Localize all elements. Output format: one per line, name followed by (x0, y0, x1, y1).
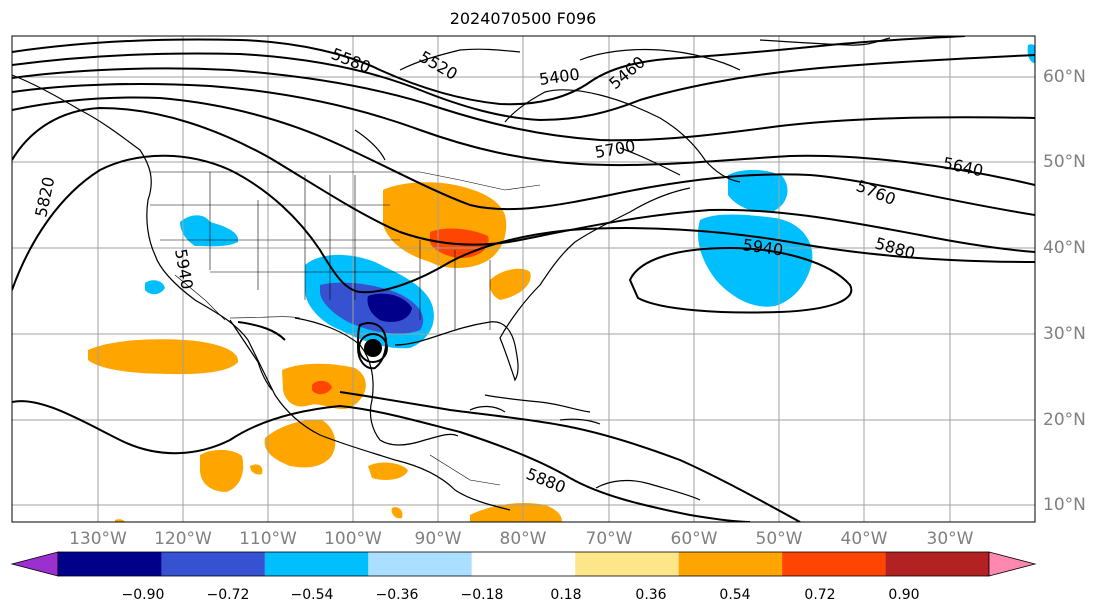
longitude-label: 120°W (154, 529, 212, 549)
colorbar-extend-low (10, 551, 59, 577)
colorbar-tick-label: −0.36 (375, 587, 419, 603)
longitude-label: 110°W (239, 529, 297, 549)
colorbar-tick-label: 0.18 (550, 587, 582, 603)
longitude-label: 100°W (324, 529, 382, 549)
colorbar-segment (368, 552, 472, 576)
colorbar-segment (58, 552, 162, 576)
colorbar-extend-high (988, 551, 1037, 577)
colorbar-tick-label: 0.54 (719, 587, 751, 603)
colorbar-tick-label: −0.54 (290, 587, 334, 603)
latitude-label: 30°N (1043, 324, 1086, 344)
map-plot-area: 5580 5520 5400 5460 5700 5640 5760 5880 … (12, 36, 1035, 522)
longitude-label: 130°W (69, 529, 127, 549)
longitude-label: 50°W (755, 529, 803, 549)
longitude-label: 90°W (414, 529, 462, 549)
colorbar-segment (678, 552, 783, 576)
colorbar-tick-label: −0.72 (206, 587, 250, 603)
colorbar-tick-label: 0.72 (804, 587, 836, 603)
colorbar-tick-label: −0.18 (460, 587, 504, 603)
longitude-label: 40°W (840, 529, 888, 549)
height-contours (12, 36, 1035, 522)
colorbar-segment (471, 552, 576, 576)
colorbar-tick-label: 0.90 (888, 587, 920, 603)
latitude-label: 50°N (1043, 152, 1086, 172)
latitude-label: 10°N (1043, 495, 1086, 515)
longitude-label: 30°W (926, 529, 974, 549)
map-frame (11, 35, 1036, 523)
longitude-label: 60°W (670, 529, 718, 549)
graticule (12, 36, 1035, 522)
latitude-label: 60°N (1043, 67, 1086, 87)
colorbar-segment (885, 552, 989, 576)
latitude-label: 40°N (1043, 238, 1086, 258)
colorbar-tick-label: −0.90 (121, 587, 165, 603)
latitude-label: 20°N (1043, 410, 1086, 430)
colorbar-segment (264, 552, 369, 576)
tropical-cyclone-icon (358, 333, 388, 363)
map-title: 2024070500 F096 (449, 9, 597, 28)
colorbar-segment (782, 552, 886, 576)
anomaly-shading (88, 44, 1035, 522)
colorbar-segment (575, 552, 679, 576)
political-borders (150, 171, 541, 486)
longitude-label: 70°W (585, 529, 633, 549)
colorbar-tick-label: 0.36 (635, 587, 667, 603)
longitude-label: 80°W (499, 529, 547, 549)
colorbar (10, 551, 1037, 577)
colorbar-segment (161, 552, 265, 576)
